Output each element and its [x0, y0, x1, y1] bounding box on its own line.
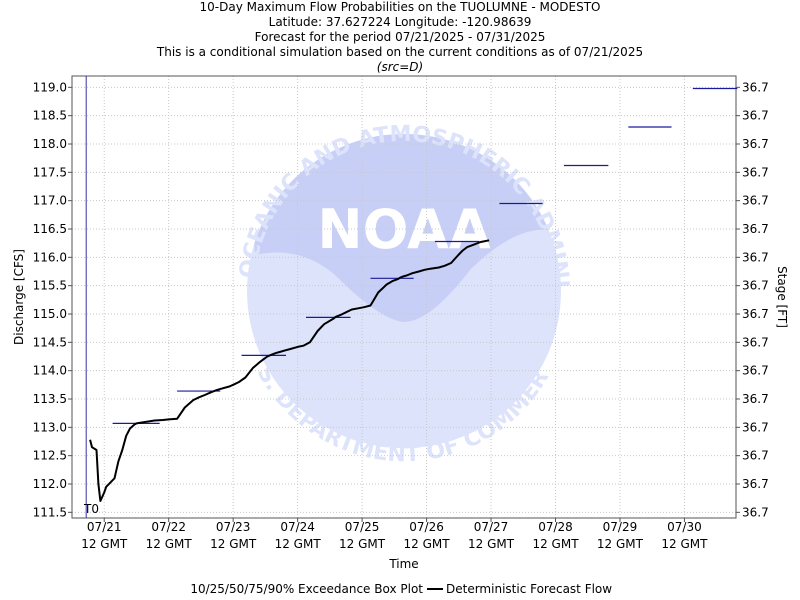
y2-tick-label: 36.7: [742, 109, 769, 123]
x-tick-label-date: 07/21: [87, 520, 122, 534]
y2-tick-label: 36.7: [742, 307, 769, 321]
y-tick-label: 117.5: [33, 165, 67, 179]
y-tick-label: 116.5: [33, 222, 67, 236]
x-tick-label-date: 07/26: [409, 520, 444, 534]
y2-tick-label: 36.7: [742, 477, 769, 491]
x-tick-label-time: 12 GMT: [597, 537, 644, 551]
forecast-flow-series: [89, 239, 490, 502]
chart-legend: 10/25/50/75/90% Exceedance Box Plot Dete…: [190, 582, 612, 596]
y2-tick-label: 36.7: [742, 505, 769, 519]
x-tick-label-time: 12 GMT: [404, 537, 451, 551]
y2-tick-label: 36.7: [742, 137, 769, 151]
y2-tick-label: 36.7: [742, 194, 769, 208]
legend-forecast-label: Deterministic Forecast Flow: [446, 582, 612, 596]
legend-box-plot-label: 10/25/50/75/90% Exceedance Box Plot: [190, 582, 423, 596]
y2-tick-label: 36.7: [742, 80, 769, 94]
y-tick-label: 113.0: [33, 420, 67, 434]
x-tick-label-date: 07/23: [216, 520, 251, 534]
y-tick-label: 118.0: [33, 137, 67, 151]
y-tick-label: 112.0: [33, 477, 67, 491]
x-tick-label-time: 12 GMT: [275, 537, 322, 551]
y2-axis-label: Stage [FT]: [775, 266, 789, 328]
y-tick-label: 117.0: [33, 194, 67, 208]
x-tick-label-date: 07/25: [345, 520, 380, 534]
noaa-bird-shape: [250, 134, 560, 322]
y-tick-label: 114.0: [33, 364, 67, 378]
x-tick-label-time: 12 GMT: [532, 537, 579, 551]
y2-tick-label: 36.7: [742, 165, 769, 179]
y-tick-label: 112.5: [33, 449, 67, 463]
y-tick-label: 118.5: [33, 109, 67, 123]
y2-tick-label: 36.7: [742, 392, 769, 406]
y2-tick-label: 36.7: [742, 449, 769, 463]
chart-location: Latitude: 37.627224 Longitude: -120.9863…: [268, 15, 532, 29]
chart-title: 10-Day Maximum Flow Probabilities on the…: [199, 0, 601, 14]
chart-period: Forecast for the period 07/21/2025 - 07/…: [254, 30, 546, 44]
t0-label: T0: [83, 502, 99, 516]
x-axis: 07/21 12 GMT 07/22 12 GMT 07/23 12 GMT 07/24 12…: [81, 76, 708, 551]
x-tick-label-time: 12 GMT: [81, 537, 128, 551]
y-tick-label: 113.5: [33, 392, 67, 406]
x-tick-label-time: 12 GMT: [468, 537, 515, 551]
y-tick-label: 111.5: [33, 505, 67, 519]
y2-tick-label: 36.7: [742, 222, 769, 236]
y2-tick-label: 36.7: [742, 364, 769, 378]
forecast-flow-line: [89, 239, 490, 502]
chart-titles: 10-Day Maximum Flow Probabilities on the…: [0, 0, 800, 75]
x-tick-label-date: 07/24: [280, 520, 315, 534]
x-tick-label-time: 12 GMT: [210, 537, 257, 551]
y-tick-label: 114.5: [33, 335, 67, 349]
y-axis-left: 111.5 112.0 112.5 113.0 113.5 114.0 114.5 115.0…: [33, 80, 72, 519]
noaa-logo-text: NOAA: [317, 198, 490, 261]
x-tick-label-time: 12 GMT: [146, 537, 193, 551]
x-tick-label-time: 12 GMT: [339, 537, 386, 551]
y2-tick-label: 36.7: [742, 250, 769, 264]
y2-tick-label: 36.7: [742, 420, 769, 434]
y-tick-label: 115.5: [33, 279, 67, 293]
chart-note: This is a conditional simulation based o…: [156, 45, 644, 59]
y-tick-label: 116.0: [33, 250, 67, 264]
y2-tick-label: 36.7: [742, 335, 769, 349]
plot-area-frame: [71, 75, 737, 519]
x-tick-label-date: 07/27: [474, 520, 509, 534]
x-axis-label: Time: [388, 557, 418, 571]
exceedance-box-plot: [112, 87, 738, 424]
y-axis-right: 36.7 36.7 36.7 36.7 36.7 36.7 36.7 36.7 36.7 36.7…: [736, 80, 769, 519]
x-tick-label-date: 07/22: [151, 520, 186, 534]
y-axis-label: Discharge [CFS]: [12, 249, 26, 345]
chart-source: (src=D): [376, 60, 424, 74]
x-tick-label-date: 07/28: [538, 520, 573, 534]
x-tick-label-time: 12 GMT: [661, 537, 708, 551]
y-tick-label: 119.0: [33, 80, 67, 94]
x-tick-label-date: 07/29: [603, 520, 638, 534]
x-tick-label-date: 07/30: [667, 520, 702, 534]
y-tick-label: 115.0: [33, 307, 67, 321]
y2-tick-label: 36.7: [742, 279, 769, 293]
